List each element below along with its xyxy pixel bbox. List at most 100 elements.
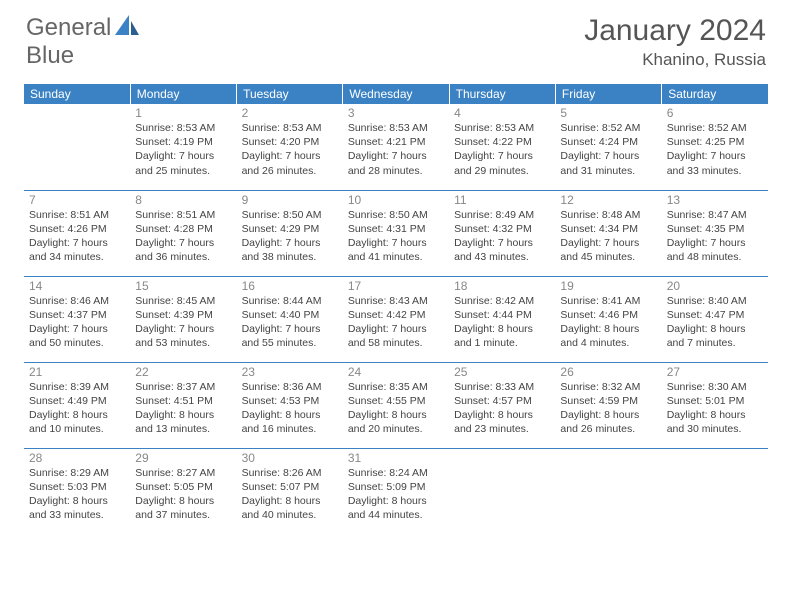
calendar-cell: 14Sunrise: 8:46 AMSunset: 4:37 PMDayligh… [24,276,130,362]
day-number: 26 [560,365,656,379]
calendar-cell: 11Sunrise: 8:49 AMSunset: 4:32 PMDayligh… [449,190,555,276]
calendar-cell: 13Sunrise: 8:47 AMSunset: 4:35 PMDayligh… [662,190,768,276]
day-number: 29 [135,451,231,465]
calendar-header-row: SundayMondayTuesdayWednesdayThursdayFrid… [24,84,768,104]
calendar-cell: 23Sunrise: 8:36 AMSunset: 4:53 PMDayligh… [237,362,343,448]
calendar-cell: 17Sunrise: 8:43 AMSunset: 4:42 PMDayligh… [343,276,449,362]
day-info: Sunrise: 8:32 AMSunset: 4:59 PMDaylight:… [560,380,656,437]
day-info: Sunrise: 8:35 AMSunset: 4:55 PMDaylight:… [348,380,444,437]
day-number: 10 [348,193,444,207]
day-info: Sunrise: 8:30 AMSunset: 5:01 PMDaylight:… [667,380,763,437]
day-info: Sunrise: 8:47 AMSunset: 4:35 PMDaylight:… [667,208,763,265]
day-number: 17 [348,279,444,293]
calendar-cell [449,448,555,534]
calendar-cell: 19Sunrise: 8:41 AMSunset: 4:46 PMDayligh… [555,276,661,362]
day-info: Sunrise: 8:40 AMSunset: 4:47 PMDaylight:… [667,294,763,351]
day-number: 27 [667,365,763,379]
day-number: 30 [242,451,338,465]
day-info: Sunrise: 8:43 AMSunset: 4:42 PMDaylight:… [348,294,444,351]
day-number: 1 [135,106,231,120]
day-number: 2 [242,106,338,120]
day-info: Sunrise: 8:51 AMSunset: 4:26 PMDaylight:… [29,208,125,265]
day-info: Sunrise: 8:44 AMSunset: 4:40 PMDaylight:… [242,294,338,351]
calendar-cell: 24Sunrise: 8:35 AMSunset: 4:55 PMDayligh… [343,362,449,448]
day-number: 9 [242,193,338,207]
calendar-cell: 29Sunrise: 8:27 AMSunset: 5:05 PMDayligh… [130,448,236,534]
calendar-cell: 10Sunrise: 8:50 AMSunset: 4:31 PMDayligh… [343,190,449,276]
calendar-cell: 21Sunrise: 8:39 AMSunset: 4:49 PMDayligh… [24,362,130,448]
day-info: Sunrise: 8:41 AMSunset: 4:46 PMDaylight:… [560,294,656,351]
calendar-cell: 9Sunrise: 8:50 AMSunset: 4:29 PMDaylight… [237,190,343,276]
calendar-cell: 5Sunrise: 8:52 AMSunset: 4:24 PMDaylight… [555,104,661,190]
logo: General [26,14,143,42]
day-number: 20 [667,279,763,293]
day-info: Sunrise: 8:53 AMSunset: 4:19 PMDaylight:… [135,121,231,178]
calendar-cell: 26Sunrise: 8:32 AMSunset: 4:59 PMDayligh… [555,362,661,448]
calendar-body: 1Sunrise: 8:53 AMSunset: 4:19 PMDaylight… [24,104,768,534]
day-info: Sunrise: 8:53 AMSunset: 4:22 PMDaylight:… [454,121,550,178]
day-info: Sunrise: 8:33 AMSunset: 4:57 PMDaylight:… [454,380,550,437]
weekday-header: Tuesday [237,84,343,104]
calendar-cell: 6Sunrise: 8:52 AMSunset: 4:25 PMDaylight… [662,104,768,190]
calendar-cell: 28Sunrise: 8:29 AMSunset: 5:03 PMDayligh… [24,448,130,534]
calendar-cell: 20Sunrise: 8:40 AMSunset: 4:47 PMDayligh… [662,276,768,362]
weekday-header: Saturday [662,84,768,104]
day-number: 22 [135,365,231,379]
title-block: January 2024 Khanino, Russia [584,14,766,70]
calendar-cell: 31Sunrise: 8:24 AMSunset: 5:09 PMDayligh… [343,448,449,534]
day-number: 13 [667,193,763,207]
calendar-row: 14Sunrise: 8:46 AMSunset: 4:37 PMDayligh… [24,276,768,362]
calendar-cell: 1Sunrise: 8:53 AMSunset: 4:19 PMDaylight… [130,104,236,190]
calendar-row: 1Sunrise: 8:53 AMSunset: 4:19 PMDaylight… [24,104,768,190]
weekday-header: Sunday [24,84,130,104]
calendar-cell: 18Sunrise: 8:42 AMSunset: 4:44 PMDayligh… [449,276,555,362]
weekday-header: Friday [555,84,661,104]
calendar-row: 21Sunrise: 8:39 AMSunset: 4:49 PMDayligh… [24,362,768,448]
day-info: Sunrise: 8:27 AMSunset: 5:05 PMDaylight:… [135,466,231,523]
calendar-cell: 8Sunrise: 8:51 AMSunset: 4:28 PMDaylight… [130,190,236,276]
day-info: Sunrise: 8:52 AMSunset: 4:25 PMDaylight:… [667,121,763,178]
calendar-cell: 7Sunrise: 8:51 AMSunset: 4:26 PMDaylight… [24,190,130,276]
day-number: 6 [667,106,763,120]
day-info: Sunrise: 8:50 AMSunset: 4:29 PMDaylight:… [242,208,338,265]
day-info: Sunrise: 8:46 AMSunset: 4:37 PMDaylight:… [29,294,125,351]
logo-text-general: General [26,14,111,42]
day-number: 14 [29,279,125,293]
day-number: 23 [242,365,338,379]
day-number: 28 [29,451,125,465]
day-number: 31 [348,451,444,465]
weekday-header: Thursday [449,84,555,104]
calendar-table: SundayMondayTuesdayWednesdayThursdayFrid… [24,84,768,534]
month-title: January 2024 [584,14,766,48]
location-label: Khanino, Russia [584,50,766,70]
weekday-header: Wednesday [343,84,449,104]
day-number: 12 [560,193,656,207]
day-info: Sunrise: 8:37 AMSunset: 4:51 PMDaylight:… [135,380,231,437]
calendar-cell: 3Sunrise: 8:53 AMSunset: 4:21 PMDaylight… [343,104,449,190]
calendar-row: 28Sunrise: 8:29 AMSunset: 5:03 PMDayligh… [24,448,768,534]
day-info: Sunrise: 8:39 AMSunset: 4:49 PMDaylight:… [29,380,125,437]
logo-text-blue: Blue [26,42,74,69]
day-info: Sunrise: 8:52 AMSunset: 4:24 PMDaylight:… [560,121,656,178]
day-info: Sunrise: 8:48 AMSunset: 4:34 PMDaylight:… [560,208,656,265]
calendar-row: 7Sunrise: 8:51 AMSunset: 4:26 PMDaylight… [24,190,768,276]
calendar-cell [24,104,130,190]
day-number: 16 [242,279,338,293]
header: General January 2024 Khanino, Russia [0,0,792,78]
logo-sail-icon [115,15,141,42]
day-number: 3 [348,106,444,120]
logo-subtext-wrap: Blue [26,42,74,70]
day-info: Sunrise: 8:51 AMSunset: 4:28 PMDaylight:… [135,208,231,265]
day-info: Sunrise: 8:24 AMSunset: 5:09 PMDaylight:… [348,466,444,523]
day-info: Sunrise: 8:53 AMSunset: 4:20 PMDaylight:… [242,121,338,178]
day-number: 18 [454,279,550,293]
day-number: 5 [560,106,656,120]
day-number: 11 [454,193,550,207]
day-number: 7 [29,193,125,207]
calendar-cell: 16Sunrise: 8:44 AMSunset: 4:40 PMDayligh… [237,276,343,362]
calendar-cell: 22Sunrise: 8:37 AMSunset: 4:51 PMDayligh… [130,362,236,448]
calendar-cell: 12Sunrise: 8:48 AMSunset: 4:34 PMDayligh… [555,190,661,276]
day-number: 8 [135,193,231,207]
calendar-cell: 15Sunrise: 8:45 AMSunset: 4:39 PMDayligh… [130,276,236,362]
day-info: Sunrise: 8:49 AMSunset: 4:32 PMDaylight:… [454,208,550,265]
